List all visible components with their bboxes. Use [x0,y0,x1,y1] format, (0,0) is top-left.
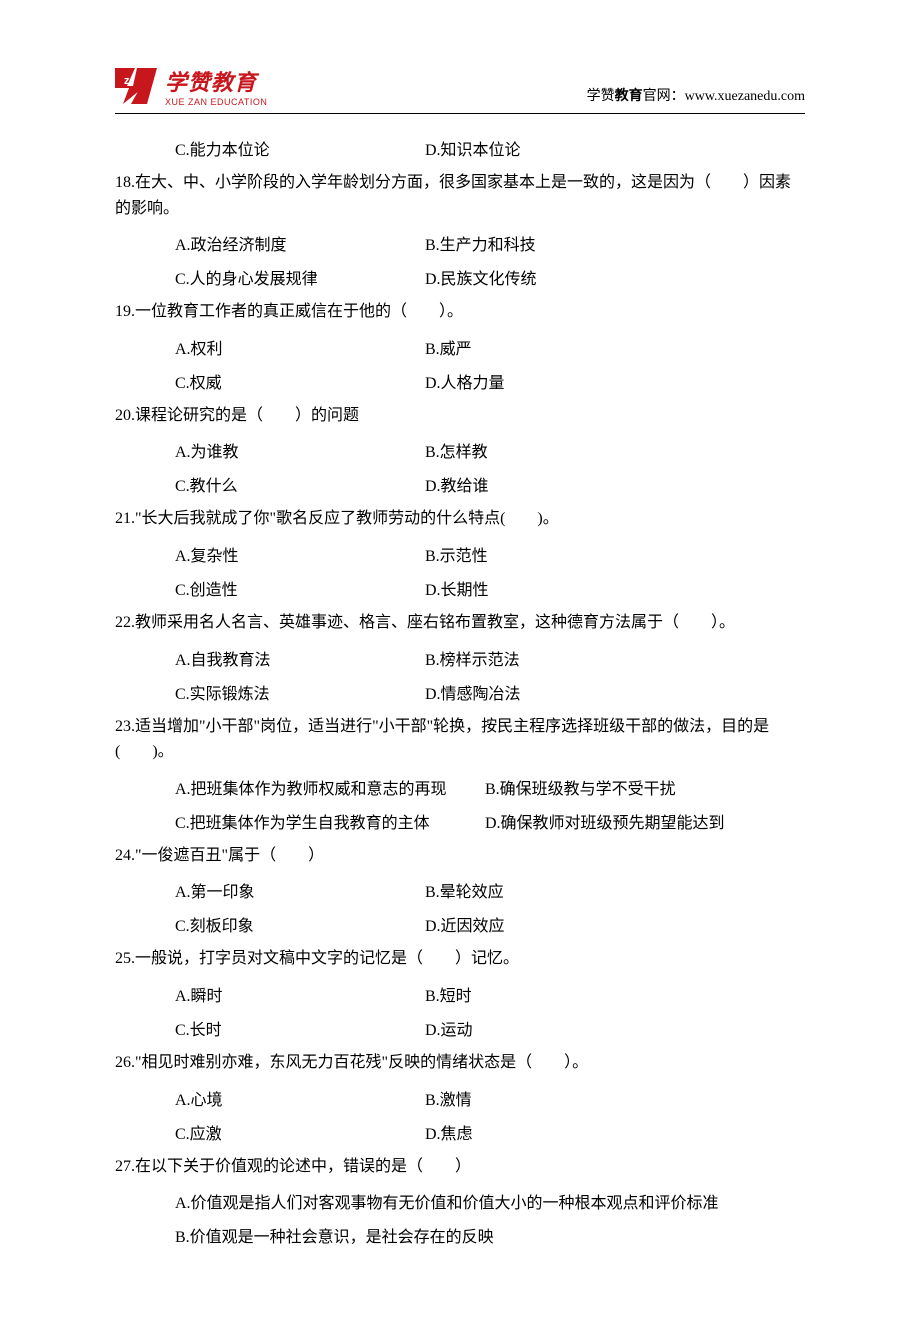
logo: z 学赞教育 XUE ZAN EDUCATION [115,65,267,107]
option-left: A.瞬时 [175,982,425,1006]
header-website: 学赞教育官网：www.xuezanedu.com [587,85,805,107]
option-right: D.民族文化传统 [425,265,537,289]
logo-title-cn: 学赞教育 [165,65,267,97]
option-right: D.情感陶冶法 [425,680,521,704]
option-right: B.晕轮效应 [425,878,504,902]
option-right: B.短时 [425,982,472,1006]
option-left: C.实际锻炼法 [175,680,425,704]
options-row: A.心境B.激情 [175,1086,805,1110]
option-left: A.第一印象 [175,878,425,902]
option-single: B.价值观是一种社会意识，是社会存在的反映 [175,1223,805,1247]
option-right: D.运动 [425,1016,473,1040]
pre-options-row: C.能力本位论 D.知识本位论 [175,136,805,160]
page-header: z 学赞教育 XUE ZAN EDUCATION 学赞教育官网：www.xuez… [115,65,805,107]
option-c: C.能力本位论 [175,136,425,160]
option-right: B.威严 [425,335,472,359]
option-left: C.人的身心发展规律 [175,265,425,289]
header-divider [115,113,805,114]
options-row: C.长时D.运动 [175,1016,805,1040]
option-right: D.教给谁 [425,472,489,496]
question-27: 27.在以下关于价值观的论述中，错误的是（ ） [115,1154,805,1180]
options-row: C.人的身心发展规律D.民族文化传统 [175,265,805,289]
svg-text:z: z [124,75,130,87]
option-right: B.怎样教 [425,438,488,462]
option-right: B.榜样示范法 [425,646,520,670]
option-single: A.价值观是指人们对客观事物有无价值和价值大小的一种根本观点和评价标准 [175,1189,805,1213]
option-left: C.刻板印象 [175,912,425,936]
question-25: 25.一般说，打字员对文稿中文字的记忆是（ ）记忆。 [115,946,805,972]
options-row: C.应激D.焦虑 [175,1120,805,1144]
options-row: A.第一印象B.晕轮效应 [175,878,805,902]
option-left: C.教什么 [175,472,425,496]
option-left: A.政治经济制度 [175,231,425,255]
options-row: C.刻板印象D.近因效应 [175,912,805,936]
question-23: 23.适当增加"小干部"岗位，适当进行"小干部"轮换，按民主程序选择班级干部的做… [115,714,805,765]
question-18: 18.在大、中、小学阶段的入学年龄划分方面，很多国家基本上是一致的，这是因为（ … [115,170,805,221]
option-left: A.复杂性 [175,542,425,566]
option-left: C.把班集体作为学生自我教育的主体 [175,809,485,833]
option-left: A.把班集体作为教师权威和意志的再现 [175,775,485,799]
option-left: C.权威 [175,369,425,393]
options-row: A.瞬时B.短时 [175,982,805,1006]
option-right: D.人格力量 [425,369,505,393]
options-row: A.政治经济制度B.生产力和科技 [175,231,805,255]
logo-text: 学赞教育 XUE ZAN EDUCATION [165,65,267,107]
header-bold: 教育 [615,89,643,104]
question-24: 24."一俊遮百丑"属于（ ） [115,843,805,869]
options-row: C.教什么D.教给谁 [175,472,805,496]
option-left: A.权利 [175,335,425,359]
header-suffix: 官网：www.xuezanedu.com [643,89,805,104]
option-left: C.应激 [175,1120,425,1144]
option-d: D.知识本位论 [425,136,521,160]
options-row: C.权威D.人格力量 [175,369,805,393]
question-26: 26."相见时难别亦难，东风无力百花残"反映的情绪状态是（ ）。 [115,1050,805,1076]
options-row: A.复杂性B.示范性 [175,542,805,566]
question-21: 21."长大后我就成了你"歌名反应了教师劳动的什么特点( )。 [115,506,805,532]
option-right: D.近因效应 [425,912,505,936]
header-prefix: 学赞 [587,89,615,104]
option-right: B.确保班级教与学不受干扰 [485,775,676,799]
option-left: A.为谁教 [175,438,425,462]
options-row: A.把班集体作为教师权威和意志的再现B.确保班级教与学不受干扰 [175,775,805,799]
question-22: 22.教师采用名人名言、英雄事迹、格言、座右铭布置教室，这种德育方法属于（ ）。 [115,610,805,636]
option-right: B.生产力和科技 [425,231,536,255]
option-right: D.确保教师对班级预先期望能达到 [485,809,725,833]
content-area: C.能力本位论 D.知识本位论 18.在大、中、小学阶段的入学年龄划分方面，很多… [115,136,805,1247]
options-row: C.创造性D.长期性 [175,576,805,600]
logo-mark-icon: z [115,68,157,104]
option-left: C.创造性 [175,576,425,600]
page-container: z 学赞教育 XUE ZAN EDUCATION 学赞教育官网：www.xuez… [0,0,920,1317]
options-row: A.权利B.威严 [175,335,805,359]
option-right: D.长期性 [425,576,489,600]
option-left: A.自我教育法 [175,646,425,670]
option-left: A.心境 [175,1086,425,1110]
options-row: C.实际锻炼法D.情感陶冶法 [175,680,805,704]
option-right: D.焦虑 [425,1120,473,1144]
question-20: 20.课程论研究的是（ ）的问题 [115,403,805,429]
options-row: A.自我教育法B.榜样示范法 [175,646,805,670]
question-19: 19.一位教育工作者的真正威信在于他的（ ）。 [115,299,805,325]
options-row: C.把班集体作为学生自我教育的主体D.确保教师对班级预先期望能达到 [175,809,805,833]
options-row: A.为谁教B.怎样教 [175,438,805,462]
option-right: B.激情 [425,1086,472,1110]
logo-title-en: XUE ZAN EDUCATION [165,97,267,107]
option-left: C.长时 [175,1016,425,1040]
option-right: B.示范性 [425,542,488,566]
